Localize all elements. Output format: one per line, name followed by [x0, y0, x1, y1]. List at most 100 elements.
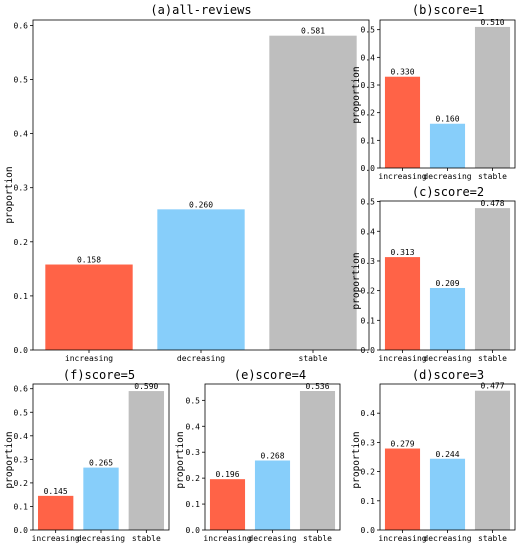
y-tick-label: 0.5 — [361, 26, 376, 35]
value-label: 0.581 — [301, 27, 325, 36]
x-tick-label: decreasing — [248, 534, 296, 543]
y-axis-title: proportion — [351, 431, 362, 488]
bar-stable — [128, 391, 165, 530]
y-tick-label: 0.3 — [14, 184, 29, 193]
plot-frame — [204, 383, 341, 531]
x-tick-label: decreasing — [423, 172, 471, 181]
plot-frame — [379, 19, 516, 169]
y-tick-label: 0.0 — [186, 526, 201, 535]
value-label: 0.158 — [77, 256, 101, 265]
bar-decreasing — [429, 123, 466, 168]
x-tick-label: decreasing — [423, 354, 471, 363]
x-tick-label: increasing — [378, 354, 426, 363]
panel-e: (e)score=4 proportion 0.196 increasing 0.2… — [175, 368, 341, 543]
value-label: 0.268 — [260, 452, 284, 461]
y-tick-label: 0.0 — [14, 526, 29, 535]
y-tick-label: 0.6 — [14, 385, 29, 394]
panel-d: (d)score=3 proportion 0.279 increasing 0.2… — [351, 368, 516, 543]
y-tick-label: 0.2 — [14, 479, 29, 488]
y-tick-label: 0.4 — [14, 432, 29, 441]
bar-stable — [299, 391, 336, 530]
x-tick-label: decreasing — [77, 534, 125, 543]
value-label: 0.313 — [390, 248, 414, 257]
value-label: 0.590 — [134, 382, 158, 391]
bar-decreasing — [254, 460, 291, 530]
panel-a: (a)all-reviews proportion 0.158 increasin… — [4, 3, 370, 363]
panel-title: (c)score=2 — [412, 185, 484, 199]
y-axis-title: proportion — [175, 431, 186, 488]
bar-stable — [474, 208, 511, 350]
bar-stable — [474, 26, 511, 169]
y-axis-title: proportion — [351, 252, 362, 309]
panel-c: (c)score=2 proportion 0.313 increasing 0.2… — [351, 185, 516, 363]
x-tick-label: increasing — [32, 534, 80, 543]
value-label: 0.244 — [435, 450, 459, 459]
bar-increasing — [209, 479, 246, 530]
x-tick-label: stable — [303, 534, 332, 543]
y-tick-label: 0.3 — [361, 257, 376, 266]
y-tick-label: 0.3 — [186, 448, 201, 457]
y-tick-label: 0.2 — [361, 287, 376, 296]
bar-increasing — [384, 448, 421, 530]
plot-frame — [32, 19, 370, 351]
x-tick-label: increasing — [378, 172, 426, 181]
x-tick-label: stable — [299, 354, 328, 363]
plot-frame — [32, 383, 170, 531]
y-tick-label: 0.3 — [361, 81, 376, 90]
y-axis-title: proportion — [4, 431, 15, 488]
panel-title: (f)score=5 — [63, 368, 135, 382]
bar-increasing — [384, 76, 421, 168]
y-tick-label: 0.2 — [361, 468, 376, 477]
value-label: 0.536 — [305, 382, 329, 391]
y-tick-label: 0.6 — [14, 21, 29, 30]
panel-title: (e)score=4 — [234, 368, 306, 382]
x-tick-label: stable — [132, 534, 161, 543]
y-tick-label: 0.1 — [361, 136, 376, 145]
value-label: 0.478 — [480, 199, 504, 208]
value-label: 0.145 — [44, 487, 68, 496]
y-axis-title: proportion — [351, 66, 362, 123]
y-tick-label: 0.4 — [361, 409, 376, 418]
y-tick-label: 0.1 — [361, 316, 376, 325]
panel-title: (a)all-reviews — [150, 3, 251, 17]
y-tick-label: 0.5 — [186, 396, 201, 405]
y-tick-label: 0.4 — [14, 130, 29, 139]
panel-f: (f)score=5 proportion 0.145 increasing 0.2… — [4, 368, 170, 543]
x-tick-label: stable — [478, 172, 507, 181]
y-tick-label: 0.0 — [361, 346, 376, 355]
bar-increasing — [45, 264, 133, 350]
bar-stable — [474, 390, 511, 530]
y-tick-label: 0.4 — [361, 53, 376, 62]
x-tick-label: decreasing — [423, 534, 471, 543]
panel-title: (d)score=3 — [412, 368, 484, 382]
y-tick-label: 0.0 — [361, 526, 376, 535]
bar-decreasing — [157, 209, 245, 350]
y-tick-label: 0.1 — [186, 500, 201, 509]
bar-decreasing — [429, 287, 466, 350]
panel-b: (b)score=1 proportion 0.330 increasing 0.1… — [351, 3, 516, 181]
y-tick-label: 0.0 — [361, 164, 376, 173]
x-tick-label: increasing — [378, 534, 426, 543]
y-tick-label: 0.4 — [186, 422, 201, 431]
y-tick-label: 0.3 — [361, 438, 376, 447]
value-label: 0.260 — [189, 200, 213, 209]
y-tick-label: 0.5 — [14, 408, 29, 417]
y-tick-label: 0.2 — [361, 109, 376, 118]
x-tick-label: stable — [478, 534, 507, 543]
y-axis-title: proportion — [4, 166, 15, 223]
y-tick-label: 0.2 — [186, 474, 201, 483]
bar-increasing — [384, 257, 421, 350]
x-tick-label: stable — [478, 354, 507, 363]
value-label: 0.510 — [480, 18, 504, 27]
bar-decreasing — [83, 467, 119, 530]
bar-decreasing — [429, 458, 466, 530]
y-tick-label: 0.1 — [14, 502, 29, 511]
value-label: 0.160 — [435, 115, 459, 124]
x-tick-label: decreasing — [177, 354, 225, 363]
plot-frame — [379, 200, 516, 351]
value-label: 0.477 — [480, 382, 504, 391]
value-label: 0.279 — [390, 440, 414, 449]
value-label: 0.330 — [390, 68, 414, 77]
x-tick-label: increasing — [203, 534, 251, 543]
